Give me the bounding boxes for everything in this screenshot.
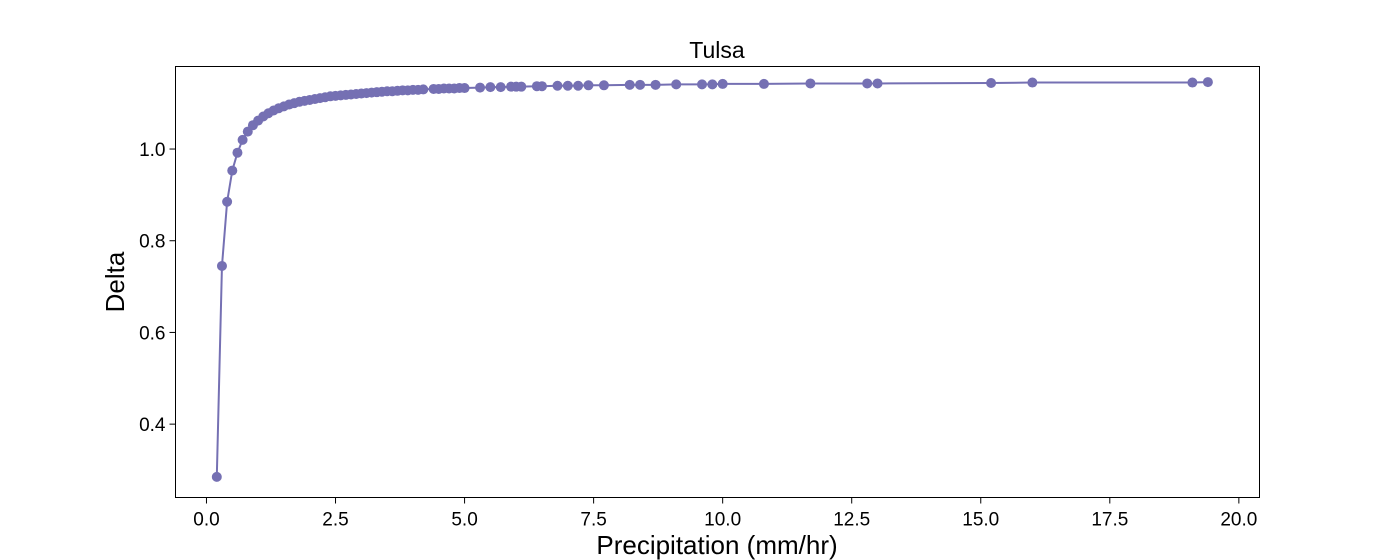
data-point — [1202, 77, 1213, 88]
data-point — [475, 82, 486, 93]
data-point — [624, 79, 635, 90]
series-line — [215, 81, 1208, 477]
x-tick-label: 7.5 — [580, 510, 606, 531]
x-tick-label: 20.0 — [1220, 510, 1257, 531]
data-point — [671, 79, 682, 90]
data-point — [1187, 77, 1198, 88]
data-point — [216, 260, 227, 271]
data-point — [222, 196, 233, 207]
y-tick-label: 0.4 — [139, 415, 166, 436]
y-tick-label: 0.6 — [139, 323, 165, 344]
data-point — [805, 78, 816, 89]
data-point — [758, 78, 769, 89]
data-point — [537, 81, 547, 92]
x-tick-label: 10.0 — [704, 510, 741, 531]
x-axis-label: Precipitation (mm/hr) — [596, 530, 837, 560]
x-tick-label: 17.5 — [1091, 510, 1128, 531]
plot-frame — [175, 66, 1260, 498]
data-point — [562, 80, 573, 91]
y-axis: 0.4 0.6 0.8 1.0 — [139, 140, 176, 436]
plot-layer — [211, 77, 1213, 482]
data-point — [650, 79, 661, 90]
y-tick-label: 1.0 — [139, 140, 165, 161]
x-axis: 0.0 2.5 5.0 7.5 10.0 12.5 15.0 17.5 20.0 — [193, 497, 1257, 531]
x-tick-label: 15.0 — [962, 510, 999, 531]
data-point — [872, 78, 883, 89]
data-point — [227, 165, 238, 176]
data-point — [573, 80, 584, 91]
chart-title: Tulsa — [689, 37, 745, 63]
data-point — [552, 80, 563, 91]
data-point — [211, 471, 222, 482]
x-tick-label: 0.0 — [193, 510, 219, 531]
data-point — [237, 134, 248, 145]
data-point — [986, 78, 997, 89]
data-point — [862, 78, 873, 89]
x-tick-label: 5.0 — [451, 510, 477, 531]
data-point — [495, 82, 506, 93]
x-tick-label: 2.5 — [322, 510, 348, 531]
data-point — [1027, 77, 1038, 88]
data-point — [485, 82, 496, 93]
data-point — [717, 78, 728, 89]
y-axis-label: Delta — [100, 251, 130, 312]
y-tick-label: 0.8 — [139, 232, 165, 253]
data-point — [598, 80, 609, 91]
x-tick-label: 12.5 — [833, 510, 870, 531]
data-point — [635, 79, 646, 90]
data-point — [459, 83, 470, 94]
data-point — [418, 84, 429, 95]
data-point — [516, 81, 527, 92]
data-point — [707, 79, 718, 90]
data-point — [697, 79, 708, 90]
data-point — [583, 80, 594, 91]
data-point — [232, 147, 243, 158]
